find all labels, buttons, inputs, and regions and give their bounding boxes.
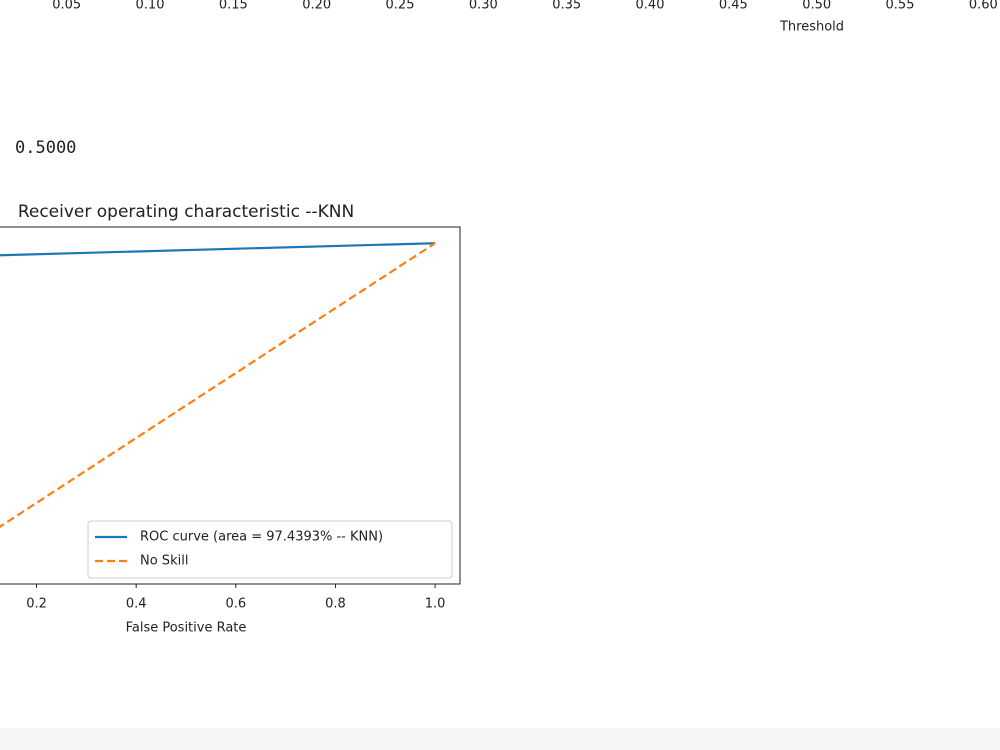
footer-bar: [0, 728, 1000, 750]
x-tick-label: 0.30: [469, 0, 498, 13]
legend-box: [87, 520, 453, 579]
plot-frame: [0, 226, 461, 585]
x-tick-label: 0.25: [386, 0, 415, 13]
x-tick-label: 0.35: [552, 0, 581, 13]
x-tick-label: 0.50: [802, 0, 831, 13]
x-axis-label: Threshold: [779, 20, 844, 35]
x-axis-label: False Positive Rate: [126, 621, 247, 636]
x-tick-label: 0.05: [52, 0, 81, 13]
x-tick-label: 1.0: [425, 597, 446, 612]
x-tick-label: 0.2: [26, 597, 47, 612]
x-tick-label: 0.55: [886, 0, 915, 13]
x-tick-label: 0.8: [325, 597, 346, 612]
series-line: [0, 242, 436, 528]
x-tick-label: 0.10: [136, 0, 165, 13]
x-tick-label: 0.6: [225, 597, 246, 612]
series-line: [0, 242, 436, 257]
legend-label: No Skill: [140, 554, 188, 569]
x-tick-label: 0.15: [219, 0, 248, 13]
x-tick-label: 0.40: [636, 0, 665, 13]
legend-label: ROC curve (area = 97.4393% -- KNN): [140, 530, 383, 545]
x-tick-label: 0.4: [126, 597, 147, 612]
x-tick-label: 0.45: [719, 0, 748, 13]
cell-output: 0.5000: [15, 138, 76, 158]
x-tick-label: 0.60: [969, 0, 998, 13]
x-tick-label: 0.20: [302, 0, 331, 13]
chart-title: Receiver operating characteristic --KNN: [18, 202, 354, 222]
